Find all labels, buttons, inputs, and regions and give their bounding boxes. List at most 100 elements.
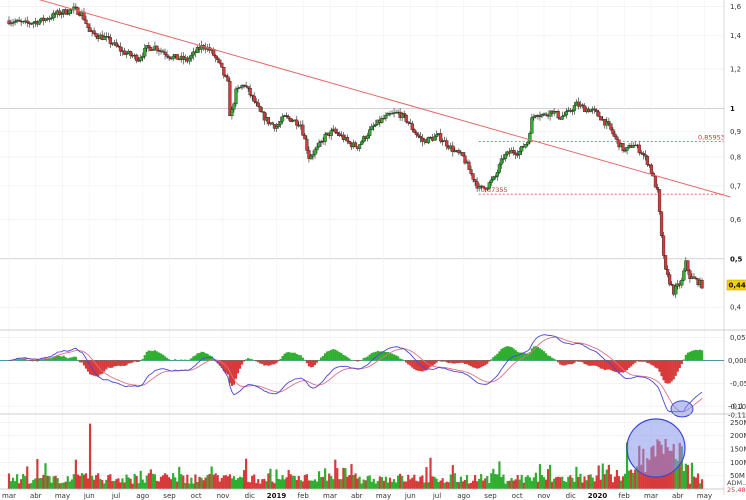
- candle-body: [489, 179, 493, 183]
- volume-bar: [303, 474, 306, 489]
- macd-histogram-bar: [113, 360, 116, 367]
- macd-histogram-bar: [486, 360, 489, 364]
- volume-bar: [461, 481, 465, 489]
- candle-body: [311, 154, 315, 157]
- volume-bar: [445, 481, 448, 489]
- price-tick-label: 1,4: [730, 32, 742, 40]
- volume-bar: [180, 474, 183, 489]
- macd-histogram-bar: [609, 360, 612, 371]
- candle-body: [191, 51, 196, 56]
- candle-body: [469, 169, 473, 174]
- macd-signal-line: [8, 336, 703, 413]
- volume-bar: [528, 477, 531, 489]
- candle-body: [58, 10, 62, 15]
- volume-bar: [151, 473, 154, 489]
- volume-bar: [295, 480, 298, 489]
- volume-bar: [417, 481, 420, 489]
- volume-last-label: ADM…: [727, 479, 746, 487]
- candle-body: [114, 42, 119, 47]
- candle-body: [234, 88, 238, 105]
- macd-histogram-bar: [666, 360, 669, 384]
- candle-body: [416, 134, 420, 137]
- volume-bar: [18, 483, 21, 489]
- macd-histogram-bar: [698, 349, 702, 361]
- volume-bar: [421, 475, 424, 489]
- candle-body: [291, 120, 295, 122]
- macd-histogram-bar: [32, 360, 35, 362]
- macd-histogram-bar: [617, 360, 621, 374]
- volume-bar: [346, 476, 349, 489]
- macd-histogram-bar: [623, 360, 627, 372]
- volume-bar: [129, 478, 132, 489]
- candle-body: [623, 150, 627, 152]
- macd-histogram-bar: [317, 359, 321, 361]
- candle-body: [653, 175, 658, 188]
- candle-body: [252, 95, 256, 102]
- macd-histogram-bar: [494, 355, 497, 361]
- macd-histogram-bar: [261, 360, 264, 365]
- volume-bar: [159, 476, 163, 489]
- macd-histogram-bar: [386, 351, 390, 361]
- volume-bar: [555, 477, 558, 489]
- volume-bar: [565, 482, 568, 489]
- macd-histogram-bar: [625, 360, 629, 371]
- volume-bar: [234, 479, 238, 489]
- candle-body: [366, 135, 370, 139]
- candle-body: [29, 23, 33, 25]
- macd-histogram-bar: [433, 360, 436, 365]
- candle-body: [615, 136, 619, 140]
- volume-bar: [358, 476, 361, 489]
- macd-histogram-bar: [640, 360, 643, 362]
- candle-body: [432, 136, 437, 141]
- volume-bar: [411, 477, 414, 489]
- macd-histogram-bar: [263, 360, 266, 366]
- macd-histogram-bar: [311, 360, 315, 367]
- macd-histogram-bar: [682, 359, 685, 361]
- candle-body: [686, 260, 690, 271]
- volume-bar: [613, 476, 617, 489]
- macd-histogram-bar: [131, 360, 134, 363]
- macd-histogram-bar: [151, 351, 154, 361]
- volume-bar: [431, 476, 434, 489]
- macd-histogram-bar: [210, 356, 213, 361]
- volume-bar: [123, 482, 126, 489]
- volume-bar: [42, 474, 45, 489]
- volume-bar: [157, 481, 161, 489]
- macd-histogram-bar: [97, 360, 100, 377]
- price-tick-label: 0,8: [730, 153, 741, 161]
- volume-bar: [534, 472, 537, 489]
- macd-histogram-bar: [463, 360, 467, 364]
- volume-bar: [82, 474, 86, 489]
- volume-tick-label: 200M: [730, 432, 746, 440]
- macd-histogram-bar: [534, 346, 537, 361]
- candle-body: [501, 158, 506, 160]
- macd-histogram-bar: [54, 356, 57, 361]
- macd-histogram-bar: [332, 349, 335, 361]
- volume-bar: [78, 475, 82, 489]
- candle-body: [177, 58, 181, 61]
- candle-body: [641, 152, 645, 155]
- volume-bar: [368, 475, 371, 489]
- volume-bar: [206, 474, 209, 489]
- candle-body: [700, 279, 704, 289]
- volume-bar: [28, 483, 31, 489]
- macd-histogram-bar: [597, 360, 600, 368]
- candle-body: [499, 158, 504, 165]
- candle-body: [572, 105, 576, 112]
- candle-body: [313, 149, 317, 155]
- x-tick-label: oct: [191, 492, 202, 500]
- volume-bar: [522, 482, 525, 489]
- candle-body: [497, 164, 502, 173]
- volume-bar: [13, 481, 17, 489]
- volume-bar: [536, 481, 540, 489]
- macd-histogram-bar: [378, 351, 381, 361]
- volume-bar: [167, 477, 171, 489]
- volume-bar: [617, 476, 621, 489]
- candle-body: [663, 255, 668, 270]
- candle-body: [637, 144, 641, 153]
- macd-histogram-bar: [40, 359, 43, 361]
- volume-bar: [623, 473, 627, 489]
- macd-histogram-bar: [84, 360, 88, 369]
- candle-body: [528, 133, 532, 143]
- macd-histogram-bar: [646, 360, 649, 364]
